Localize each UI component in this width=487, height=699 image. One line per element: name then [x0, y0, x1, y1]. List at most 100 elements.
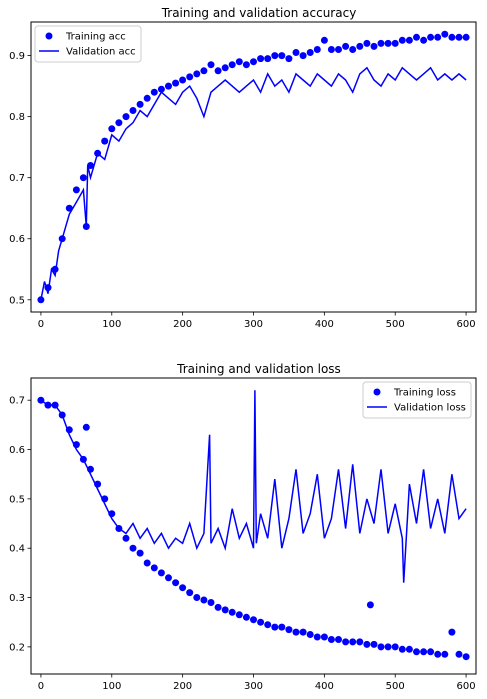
y-tick-label: 0.5 [9, 494, 25, 505]
loss-chart: Training and validation loss 0 100 200 300 4… [9, 362, 477, 692]
data-point-training-loss [327, 636, 335, 643]
data-point-training-loss [370, 640, 378, 648]
accuracy-marks [37, 30, 470, 304]
data-point-training-acc [413, 33, 420, 41]
data-point-training-loss [335, 636, 342, 643]
data-point-training-loss [363, 640, 371, 648]
data-point-training-acc [115, 119, 123, 127]
data-point-training-loss [179, 584, 187, 592]
data-point-training-loss [129, 544, 137, 552]
loss-legend: Training loss Validation loss [362, 381, 472, 419]
data-point-training-loss [462, 653, 470, 661]
data-point-training-acc [370, 42, 378, 50]
data-point-training-loss [200, 596, 208, 604]
accuracy-plot-frame [30, 21, 477, 313]
x-tick-label: 300 [244, 681, 263, 692]
y-tick-label: 0.5 [9, 295, 25, 306]
x-tick-label: 400 [315, 681, 334, 692]
y-tick-label: 0.6 [9, 234, 25, 245]
data-point-training-acc [356, 42, 364, 50]
data-point-training-loss [193, 594, 201, 601]
x-tick-label: 600 [457, 319, 476, 330]
data-point-training-acc [235, 58, 243, 66]
data-point-training-acc [313, 46, 321, 53]
data-point-training-acc [434, 33, 442, 41]
data-point-training-acc [122, 113, 130, 121]
data-point-training-acc [143, 94, 151, 102]
accuracy-legend-box [34, 25, 142, 63]
x-tick-label: 500 [386, 319, 405, 330]
data-point-training-loss [377, 643, 385, 651]
data-point-training-loss [172, 579, 180, 587]
data-point-training-acc [172, 79, 180, 87]
data-point-training-acc [299, 52, 307, 60]
data-point-training-acc [79, 174, 87, 182]
data-point-training-loss [235, 611, 243, 619]
data-point-training-loss [427, 648, 435, 656]
data-point-training-acc [285, 55, 293, 63]
data-point-training-loss [136, 549, 144, 557]
data-point-training-acc [179, 76, 187, 84]
x-tick-label: 300 [244, 319, 263, 330]
data-point-training-acc [327, 46, 335, 53]
data-point-training-loss [242, 613, 250, 621]
y-tick-label: 0.4 [9, 544, 25, 555]
loss-axes-ticks: 0 100 200 300 400 500 600 0.2 0.3 0.4 0.5 0.6 0.7 [9, 396, 476, 692]
data-point-training-loss [221, 606, 229, 614]
data-point-training-loss [122, 534, 130, 542]
data-point-training-acc [150, 88, 158, 96]
data-point-training-loss [143, 559, 151, 567]
data-point-training-acc [377, 39, 385, 47]
data-point-training-acc [72, 186, 80, 194]
data-point-training-loss [320, 633, 328, 641]
data-point-training-acc [207, 61, 215, 69]
data-point-training-acc [186, 73, 194, 81]
data-point-training-loss [285, 626, 293, 634]
data-point-training-acc [157, 85, 165, 93]
data-point-training-loss [313, 633, 321, 641]
data-point-training-loss [391, 643, 399, 651]
data-point-training-loss [398, 645, 406, 653]
data-point-training-acc [384, 39, 392, 47]
data-point-training-acc [398, 36, 406, 44]
data-point-training-acc [405, 36, 413, 44]
data-point-training-acc [455, 33, 463, 41]
legend-label-validation-acc: Validation acc [66, 47, 136, 58]
data-point-training-acc [257, 55, 265, 63]
data-point-training-acc [391, 39, 399, 47]
accuracy-chart-title: Training and validation accuracy [161, 6, 357, 20]
x-tick-label: 0 [38, 319, 44, 330]
data-point-training-loss [342, 638, 350, 646]
data-point-training-acc [228, 61, 236, 69]
y-tick-label: 0.2 [9, 642, 25, 653]
data-point-training-loss [434, 650, 442, 658]
series-line-validation-acc [40, 66, 467, 300]
x-tick-label: 200 [173, 681, 192, 692]
data-point-training-loss [384, 643, 392, 651]
data-point-training-loss [292, 628, 300, 636]
data-point-training-acc [335, 46, 342, 53]
data-point-training-loss [441, 650, 449, 658]
data-point-training-acc [214, 67, 222, 75]
data-point-training-acc [320, 36, 328, 44]
data-point-training-loss [420, 648, 428, 656]
data-point-training-acc [129, 107, 137, 114]
data-point-training-loss [299, 628, 307, 636]
y-tick-label: 0.3 [9, 593, 25, 604]
y-tick-label: 0.7 [9, 396, 25, 407]
data-point-training-loss [82, 423, 90, 431]
data-point-training-acc [349, 46, 357, 53]
data-point-training-acc [250, 58, 257, 66]
data-point-training-loss [186, 589, 194, 597]
x-tick-label: 500 [386, 681, 405, 692]
data-point-training-acc [242, 61, 250, 69]
loss-chart-title: Training and validation loss [176, 362, 341, 376]
data-point-training-acc [427, 33, 435, 41]
y-tick-label: 0.9 [9, 51, 25, 62]
data-point-training-loss [413, 648, 420, 656]
x-tick-label: 100 [102, 319, 121, 330]
data-point-training-loss [207, 599, 215, 606]
data-point-training-acc [271, 52, 279, 60]
y-tick-label: 0.8 [9, 112, 25, 123]
